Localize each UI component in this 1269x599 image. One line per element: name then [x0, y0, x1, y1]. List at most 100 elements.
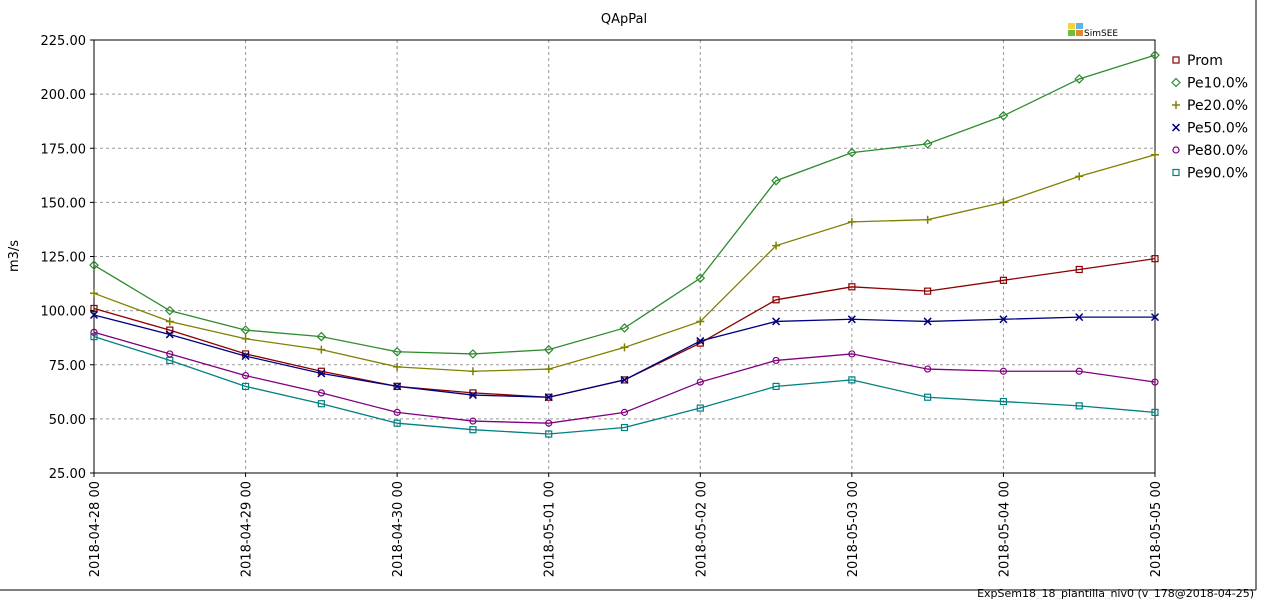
data-point: [241, 371, 250, 380]
data-point: [999, 397, 1008, 406]
data-point: [468, 367, 477, 376]
legend-marker: [1172, 101, 1180, 109]
data-point: [771, 175, 781, 186]
legend-label: Pe80.0%: [1187, 143, 1248, 159]
legend-marker: [1171, 77, 1181, 88]
data-point: [848, 350, 856, 358]
data-point: [696, 317, 705, 326]
logo-square-yellow: [1068, 23, 1075, 29]
legend-item: Pe90.0%: [1172, 166, 1248, 182]
data-point: [89, 260, 99, 271]
grid-lines: [93, 39, 1156, 474]
data-point: [545, 430, 553, 438]
series-4: [90, 328, 1159, 427]
data-point: [241, 352, 250, 361]
data-point: [1075, 172, 1084, 181]
data-point: [772, 356, 780, 365]
data-point: [240, 325, 251, 335]
data-point: [317, 389, 325, 397]
data-point: [165, 317, 174, 326]
data-point: [847, 315, 856, 324]
data-point: [393, 408, 401, 416]
footer-label: ExpSem18_18_plantilla_niv0 (v_178@2018-0…: [977, 587, 1254, 599]
y-tick-label: 125.00: [41, 251, 87, 266]
data-point: [1075, 402, 1083, 410]
data-point: [1151, 255, 1159, 263]
data-point: [166, 326, 174, 334]
logo-square-blue: [1076, 23, 1083, 29]
data-point: [164, 305, 175, 316]
series-line: [93, 335, 1156, 435]
data-point: [316, 331, 327, 342]
data-point: [241, 382, 250, 390]
y-tick-label: 225.00: [41, 34, 87, 49]
x-tick-label: 2018-05-02 00: [694, 481, 709, 577]
data-point: [392, 346, 402, 357]
y-tick-label: 50.00: [49, 413, 86, 428]
series-line: [93, 331, 1156, 424]
data-point: [468, 391, 477, 400]
data-point: [89, 310, 99, 319]
legend-marker: [1172, 146, 1180, 154]
data-point: [620, 343, 629, 352]
series-2: [90, 150, 1159, 376]
series-3: [89, 310, 1160, 402]
logo-square-orange: [1076, 30, 1083, 36]
y-axis-ticks: 25.00 50.00 75.00 100.00 125.00 150.00 175.00 2…: [41, 34, 94, 482]
data-point: [1075, 367, 1083, 375]
data-point: [393, 419, 401, 427]
data-point: [166, 356, 174, 365]
data-point: [999, 315, 1008, 324]
logo-text: SimSEE: [1084, 29, 1118, 39]
data-point: [922, 139, 933, 149]
data-point: [1074, 74, 1085, 84]
data-point: [620, 375, 629, 384]
x-axis-ticks: 2018-04-28 00 2018-04-29 00 2018-04-30 00 2…: [88, 473, 1164, 577]
data-point: [317, 400, 325, 408]
series-layer: [89, 50, 1160, 438]
y-tick-label: 100.00: [41, 305, 87, 320]
legend-marker: [1172, 168, 1180, 177]
y-tick-label: 75.00: [49, 359, 86, 374]
data-point: [1150, 50, 1160, 61]
data-point: [317, 345, 326, 354]
legend-item: Pe50.0%: [1171, 121, 1248, 137]
data-point: [1075, 313, 1084, 322]
legend-item: Pe80.0%: [1172, 143, 1248, 159]
data-point: [696, 378, 704, 386]
chart-title: QApPal: [601, 12, 647, 27]
data-point: [545, 419, 553, 427]
data-point: [999, 276, 1008, 284]
series-1: [89, 50, 1160, 359]
legend-label: Pe90.0%: [1187, 166, 1248, 182]
data-point: [620, 423, 629, 432]
data-point: [999, 367, 1008, 375]
y-tick-label: 150.00: [41, 196, 87, 211]
data-point: [772, 317, 781, 326]
data-point: [90, 333, 98, 341]
data-point: [544, 393, 553, 402]
data-point: [469, 417, 477, 425]
data-point: [695, 273, 706, 283]
data-point: [543, 344, 554, 355]
y-tick-label: 175.00: [41, 142, 87, 157]
data-point: [848, 376, 856, 384]
legend-label: Pe20.0%: [1187, 98, 1248, 114]
legend-item: Prom: [1172, 53, 1223, 69]
data-point: [620, 376, 629, 384]
legend: Prom Pe10.0% Pe20.0% Pe50.0% Pe80.0% Pe90.0%: [1171, 53, 1248, 182]
data-point: [241, 334, 250, 343]
legend-label: Pe50.0%: [1187, 121, 1248, 137]
data-point: [1151, 150, 1159, 159]
data-point: [1151, 408, 1159, 416]
y-axis-label: m3/s: [7, 240, 22, 272]
data-point: [469, 426, 477, 434]
data-point: [1150, 313, 1160, 322]
x-tick-label: 2018-05-05 00: [1149, 481, 1164, 577]
data-point: [620, 408, 629, 416]
logo-square-green: [1068, 30, 1075, 36]
x-tick-label: 2018-05-03 00: [846, 481, 861, 577]
data-point: [772, 382, 780, 390]
x-tick-label: 2018-05-04 00: [997, 481, 1012, 577]
